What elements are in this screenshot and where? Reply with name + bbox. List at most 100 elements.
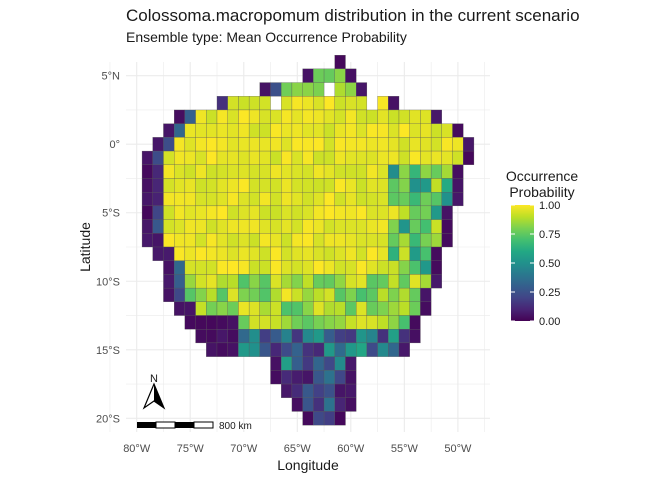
- grid-cell: [409, 315, 421, 330]
- grid-cell: [238, 260, 250, 275]
- grid-cell: [238, 246, 250, 261]
- north-arrow-fill-icon: [154, 384, 164, 408]
- grid-cell: [388, 301, 400, 316]
- grid-cell: [291, 123, 303, 138]
- grid-cell: [388, 329, 400, 344]
- grid-cell: [248, 315, 260, 330]
- north-arrow: N: [142, 373, 166, 410]
- grid-cell: [377, 150, 389, 165]
- grid-cell: [216, 329, 228, 344]
- grid-cell: [398, 287, 410, 302]
- grid-cell: [248, 150, 260, 165]
- grid-cell: [313, 82, 325, 97]
- grid-cell: [356, 150, 368, 165]
- grid-cell: [248, 137, 260, 152]
- grid-cell: [409, 109, 421, 124]
- x-tick-label: 65°W: [284, 443, 312, 455]
- grid-cell: [441, 137, 453, 152]
- y-axis-ticks: 5°N 0° 5°S 10°S 15°S 20°S: [96, 71, 120, 426]
- grid-cell: [463, 137, 475, 152]
- grid-cell: [195, 274, 207, 289]
- grid-cell: [216, 192, 228, 207]
- grid-cell: [184, 205, 196, 220]
- grid-cell: [334, 123, 346, 138]
- grid-cell: [323, 178, 335, 193]
- grid-cell: [227, 246, 239, 261]
- grid-cell: [227, 123, 239, 138]
- grid-cell: [195, 137, 207, 152]
- grid-cell: [323, 164, 335, 179]
- x-axis-title: Longitude: [277, 457, 339, 473]
- grid-cell: [259, 205, 271, 220]
- grid-cell: [313, 192, 325, 207]
- north-arrow-label: N: [150, 373, 158, 385]
- grid-cell: [259, 329, 271, 344]
- grid-cell: [270, 192, 282, 207]
- grid-cell: [398, 137, 410, 152]
- grid-cell: [430, 246, 442, 261]
- grid-cell: [452, 192, 464, 207]
- x-tick-label: 70°W: [230, 443, 258, 455]
- grid-cell: [334, 411, 346, 426]
- grid-cell: [291, 233, 303, 248]
- grid-cell: [356, 178, 368, 193]
- grid-cell: [259, 233, 271, 248]
- grid-cell: [388, 260, 400, 275]
- grid-cell: [291, 96, 303, 111]
- grid-cell: [270, 123, 282, 138]
- grid-cell: [238, 205, 250, 220]
- grid-cell: [227, 150, 239, 165]
- grid-cell: [291, 178, 303, 193]
- grid-cell: [366, 233, 378, 248]
- grid-cell: [174, 178, 186, 193]
- grid-cell: [238, 192, 250, 207]
- grid-cell: [313, 370, 325, 385]
- grid-cell: [420, 205, 432, 220]
- grid-cell: [184, 164, 196, 179]
- grid-cell: [388, 233, 400, 248]
- grid-cell: [398, 315, 410, 330]
- grid-cell: [163, 150, 175, 165]
- grid-cell: [184, 274, 196, 289]
- grid-cell: [420, 192, 432, 207]
- grid-cell: [356, 205, 368, 220]
- grid-cell: [281, 205, 293, 220]
- grid-cell: [152, 192, 164, 207]
- grid-cell: [248, 96, 260, 111]
- grid-cell: [313, 123, 325, 138]
- grid-cell: [377, 137, 389, 152]
- grid-cell: [313, 178, 325, 193]
- grid-cell: [238, 233, 250, 248]
- grid-cell: [270, 287, 282, 302]
- grid-cell: [195, 287, 207, 302]
- grid-cell: [441, 192, 453, 207]
- grid-cell: [270, 370, 282, 385]
- grid-cell: [174, 274, 186, 289]
- chart-title: Colossoma.macropomum distribution in the…: [126, 6, 580, 25]
- grid-cell: [377, 246, 389, 261]
- grid-cell: [195, 178, 207, 193]
- grid-cell: [206, 329, 218, 344]
- grid-cell: [420, 301, 432, 316]
- grid-cell: [227, 109, 239, 124]
- grid-cell: [195, 301, 207, 316]
- grid-cell: [452, 123, 464, 138]
- grid-cell: [174, 109, 186, 124]
- grid-cell: [313, 219, 325, 234]
- grid-cell: [141, 205, 153, 220]
- grid-cell: [323, 397, 335, 412]
- grid-cell: [334, 96, 346, 111]
- grid-cell: [195, 109, 207, 124]
- grid-cell: [334, 192, 346, 207]
- y-tick-label: 5°S: [102, 208, 120, 220]
- grid-cell: [281, 96, 293, 111]
- grid-cell: [248, 274, 260, 289]
- grid-cell: [163, 137, 175, 152]
- grid-cell: [238, 123, 250, 138]
- grid-cell: [452, 178, 464, 193]
- grid-cell: [430, 219, 442, 234]
- grid-cell: [345, 96, 357, 111]
- grid-cell: [302, 96, 314, 111]
- scale-bar-seg-1: [137, 422, 156, 428]
- chart-subtitle: Ensemble type: Mean Occurrence Probabili…: [126, 29, 407, 45]
